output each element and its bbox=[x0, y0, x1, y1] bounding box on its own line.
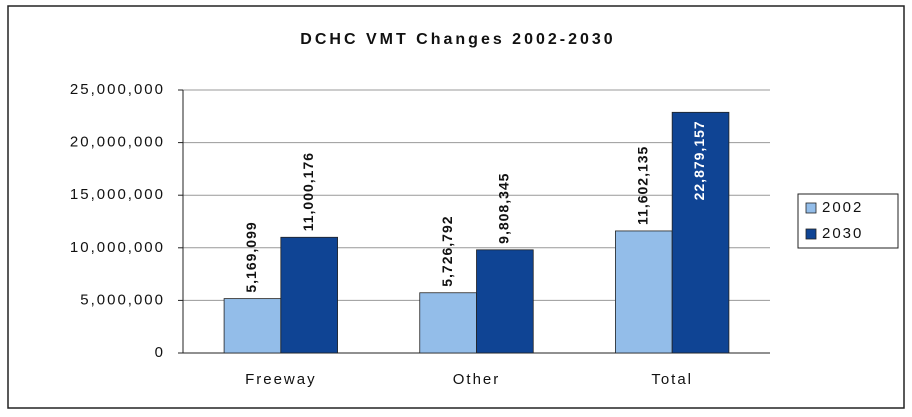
bar bbox=[419, 292, 477, 354]
value-label: 11,602,135 bbox=[634, 146, 650, 225]
value-label: 5,726,792 bbox=[439, 215, 455, 286]
bar bbox=[223, 298, 282, 354]
x-tick-label: Total bbox=[651, 371, 693, 388]
x-tick-label: Other bbox=[453, 371, 501, 388]
x-tick-label: Freeway bbox=[245, 371, 317, 388]
y-tick-label: 15,000,000 bbox=[70, 186, 165, 203]
chart-title: DCHC VMT Changes 2002-2030 bbox=[300, 31, 615, 48]
value-label: 11,000,176 bbox=[300, 152, 316, 231]
bar bbox=[280, 236, 338, 354]
bar bbox=[671, 111, 730, 354]
bar bbox=[615, 230, 673, 354]
legend-swatch bbox=[805, 228, 817, 240]
y-tick-label: 0 bbox=[155, 344, 165, 361]
bar bbox=[476, 249, 534, 354]
y-tick-label: 10,000,000 bbox=[70, 239, 165, 256]
value-label: 9,808,345 bbox=[496, 173, 512, 244]
legend-swatch bbox=[805, 202, 817, 214]
y-tick-label: 20,000,000 bbox=[70, 134, 165, 151]
value-label: 22,879,157 bbox=[691, 120, 707, 200]
value-label: 5,169,099 bbox=[243, 221, 259, 292]
legend-label: 2002 bbox=[822, 199, 863, 216]
legend-label: 2030 bbox=[822, 225, 863, 242]
y-tick-label: 25,000,000 bbox=[70, 81, 165, 98]
y-tick-label: 5,000,000 bbox=[80, 291, 165, 308]
